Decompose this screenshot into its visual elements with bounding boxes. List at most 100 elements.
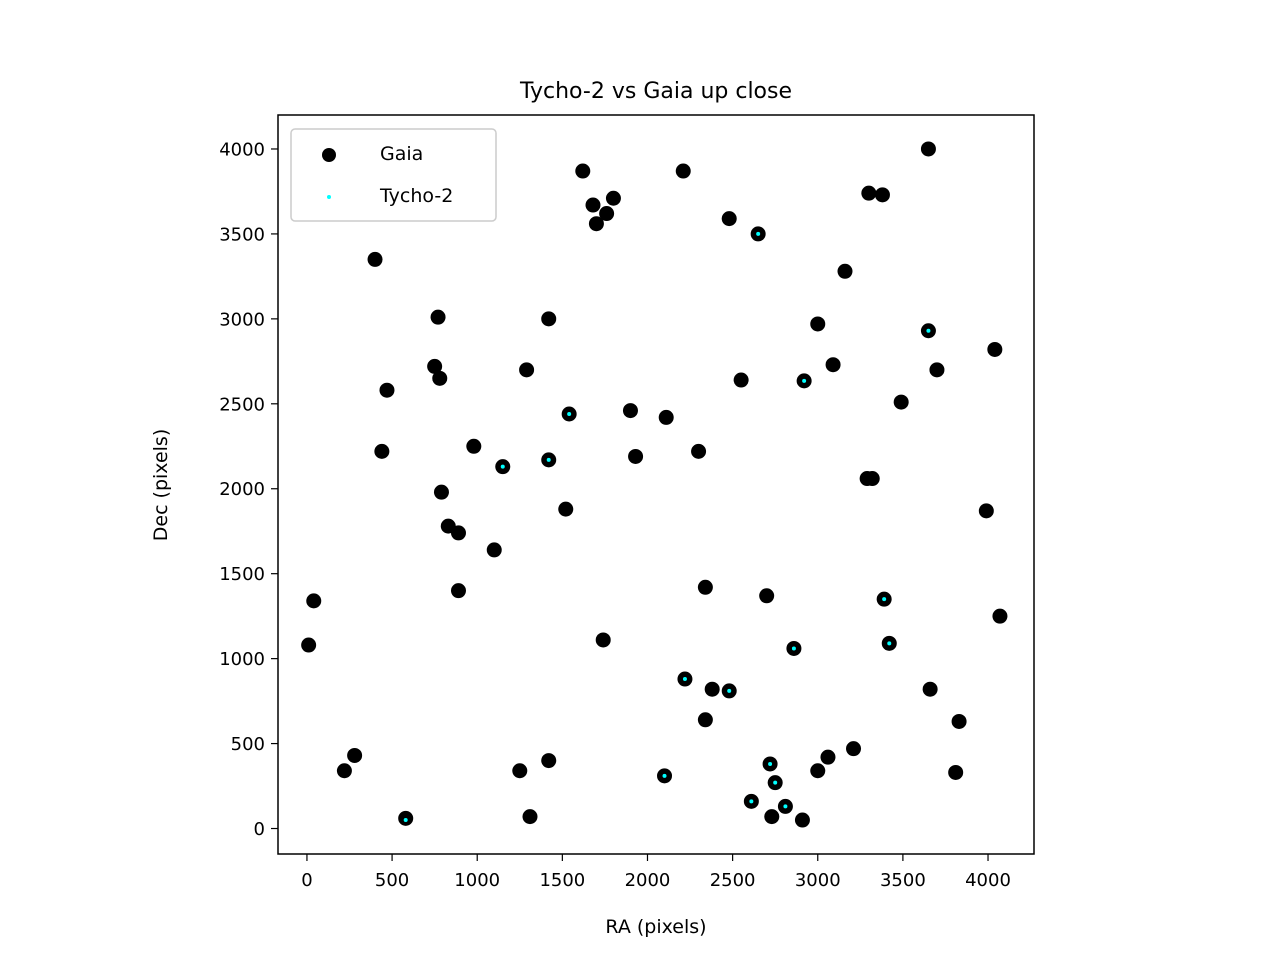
tycho-2-point bbox=[773, 780, 778, 785]
gaia-point bbox=[466, 438, 482, 454]
tycho-2-point bbox=[500, 464, 505, 469]
y-tick-label: 1500 bbox=[219, 564, 265, 585]
x-axis-label: RA (pixels) bbox=[605, 916, 706, 938]
gaia-point bbox=[658, 409, 674, 425]
y-tick-label: 4000 bbox=[219, 139, 265, 160]
gaia-point bbox=[450, 525, 466, 541]
legend-label-tycho-2: Tycho-2 bbox=[379, 185, 453, 207]
legend-label-gaia: Gaia bbox=[380, 143, 423, 165]
gaia-point bbox=[432, 370, 448, 386]
plot-marks bbox=[301, 141, 1008, 828]
gaia-point bbox=[874, 187, 890, 203]
gaia-point bbox=[336, 763, 352, 779]
gaia-point bbox=[675, 163, 691, 179]
legend-marker-gaia bbox=[322, 148, 336, 162]
gaia-point bbox=[820, 749, 836, 765]
gaia-point bbox=[987, 341, 1003, 357]
x-tick-label: 2500 bbox=[710, 870, 756, 891]
gaia-point bbox=[697, 579, 713, 595]
gaia-point bbox=[622, 403, 638, 419]
gaia-point bbox=[558, 501, 574, 517]
x-tick-label: 2000 bbox=[625, 870, 671, 891]
x-tick-label: 1500 bbox=[539, 870, 585, 891]
gaia-point bbox=[978, 503, 994, 519]
x-axis-ticks: 0 500 1000 1500 2000 2500 3000 3500 4000 bbox=[301, 854, 1011, 891]
legend-box bbox=[290, 128, 497, 222]
gaia-point bbox=[721, 211, 737, 227]
gaia-point bbox=[922, 681, 938, 697]
y-tick-label: 0 bbox=[254, 819, 265, 840]
tycho-2-point bbox=[567, 411, 572, 416]
gaia-point bbox=[861, 185, 877, 201]
x-tick-label: 500 bbox=[375, 870, 409, 891]
gaia-point bbox=[759, 588, 775, 604]
gaia-point bbox=[810, 763, 826, 779]
legend: Gaia Tycho-2 bbox=[290, 128, 497, 222]
tycho-2-point bbox=[749, 799, 754, 804]
gaia-point bbox=[347, 747, 363, 763]
gaia-point bbox=[430, 309, 446, 325]
gaia-point bbox=[512, 763, 528, 779]
tycho-2-point bbox=[682, 677, 687, 682]
axes-frame bbox=[277, 114, 1035, 855]
x-tick-label: 3000 bbox=[795, 870, 841, 891]
gaia-point bbox=[697, 712, 713, 728]
gaia-point bbox=[920, 141, 936, 157]
gaia-point bbox=[628, 448, 644, 464]
y-tick-label: 2500 bbox=[219, 394, 265, 415]
gaia-point bbox=[519, 362, 535, 378]
tycho-2-point bbox=[727, 688, 732, 693]
gaia-point bbox=[605, 190, 621, 206]
gaia-point bbox=[599, 206, 615, 222]
gaia-point bbox=[541, 753, 557, 769]
x-tick-label: 0 bbox=[301, 870, 312, 891]
tycho-2-point bbox=[403, 818, 408, 823]
tycho-2-point bbox=[756, 231, 761, 236]
legend-marker-tycho-2 bbox=[327, 195, 331, 199]
gaia-point bbox=[846, 741, 862, 757]
gaia-point bbox=[575, 163, 591, 179]
gaia-point bbox=[367, 251, 383, 267]
gaia-point bbox=[951, 713, 967, 729]
y-axis-label: Dec (pixels) bbox=[150, 429, 172, 542]
gaia-point bbox=[837, 263, 853, 279]
gaia-point bbox=[864, 471, 880, 487]
gaia-point bbox=[374, 443, 390, 459]
gaia-point bbox=[450, 583, 466, 599]
gaia-point bbox=[588, 216, 604, 232]
tycho-2-point bbox=[887, 641, 892, 646]
y-tick-label: 500 bbox=[231, 734, 265, 755]
x-tick-label: 1000 bbox=[454, 870, 500, 891]
gaia-point bbox=[301, 637, 317, 653]
tycho-2-point bbox=[546, 457, 551, 462]
tycho-2-point bbox=[791, 646, 796, 651]
gaia-point bbox=[585, 197, 601, 213]
chart-title: Tycho-2 vs Gaia up close bbox=[519, 79, 792, 104]
gaia-point bbox=[595, 632, 611, 648]
tycho-2-point bbox=[926, 328, 931, 333]
gaia-point bbox=[486, 542, 502, 558]
gaia-point bbox=[379, 382, 395, 398]
tycho-2-point bbox=[783, 804, 788, 809]
gaia-point bbox=[794, 812, 810, 828]
tycho-2-point bbox=[802, 378, 807, 383]
x-tick-label: 3500 bbox=[880, 870, 926, 891]
gaia-point bbox=[948, 764, 964, 780]
x-tick-label: 4000 bbox=[965, 870, 1011, 891]
gaia-point bbox=[691, 443, 707, 459]
tycho-2-point bbox=[882, 597, 887, 602]
gaia-point bbox=[929, 362, 945, 378]
gaia-point bbox=[733, 372, 749, 388]
y-axis-ticks: 0 500 1000 1500 2000 2500 3000 3500 4000 bbox=[219, 139, 278, 840]
gaia-point bbox=[427, 358, 443, 374]
gaia-point bbox=[541, 311, 557, 327]
y-tick-label: 3500 bbox=[219, 224, 265, 245]
gaia-point bbox=[825, 357, 841, 373]
gaia-point bbox=[810, 316, 826, 332]
gaia-point bbox=[764, 809, 780, 825]
gaia-point bbox=[992, 608, 1008, 624]
y-tick-label: 1000 bbox=[219, 649, 265, 670]
y-tick-label: 3000 bbox=[219, 309, 265, 330]
